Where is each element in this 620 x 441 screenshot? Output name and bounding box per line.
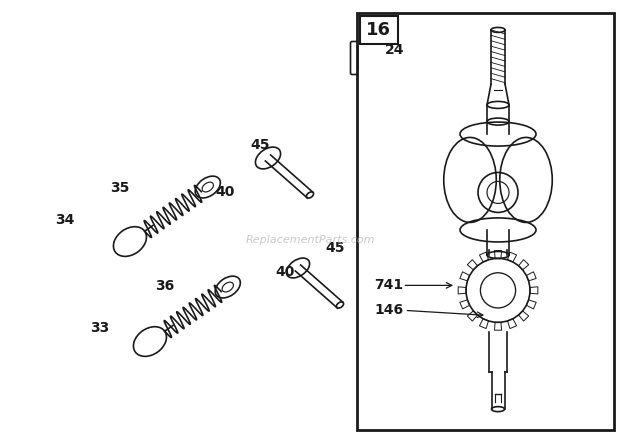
- Bar: [356, 13, 614, 430]
- Bar: [360, 16, 397, 44]
- Text: 33: 33: [91, 321, 110, 335]
- Text: 45: 45: [250, 138, 270, 152]
- Text: 40: 40: [215, 185, 235, 199]
- Text: 36: 36: [156, 279, 175, 293]
- Text: 35: 35: [110, 181, 130, 195]
- Text: 741: 741: [374, 278, 404, 292]
- Text: 24: 24: [385, 43, 404, 57]
- Text: 45: 45: [326, 241, 345, 255]
- Text: 16: 16: [366, 21, 391, 39]
- Text: 146: 146: [374, 303, 404, 318]
- Text: ReplacementParts.com: ReplacementParts.com: [246, 235, 374, 245]
- Text: 34: 34: [55, 213, 74, 227]
- Text: 40: 40: [275, 265, 294, 279]
